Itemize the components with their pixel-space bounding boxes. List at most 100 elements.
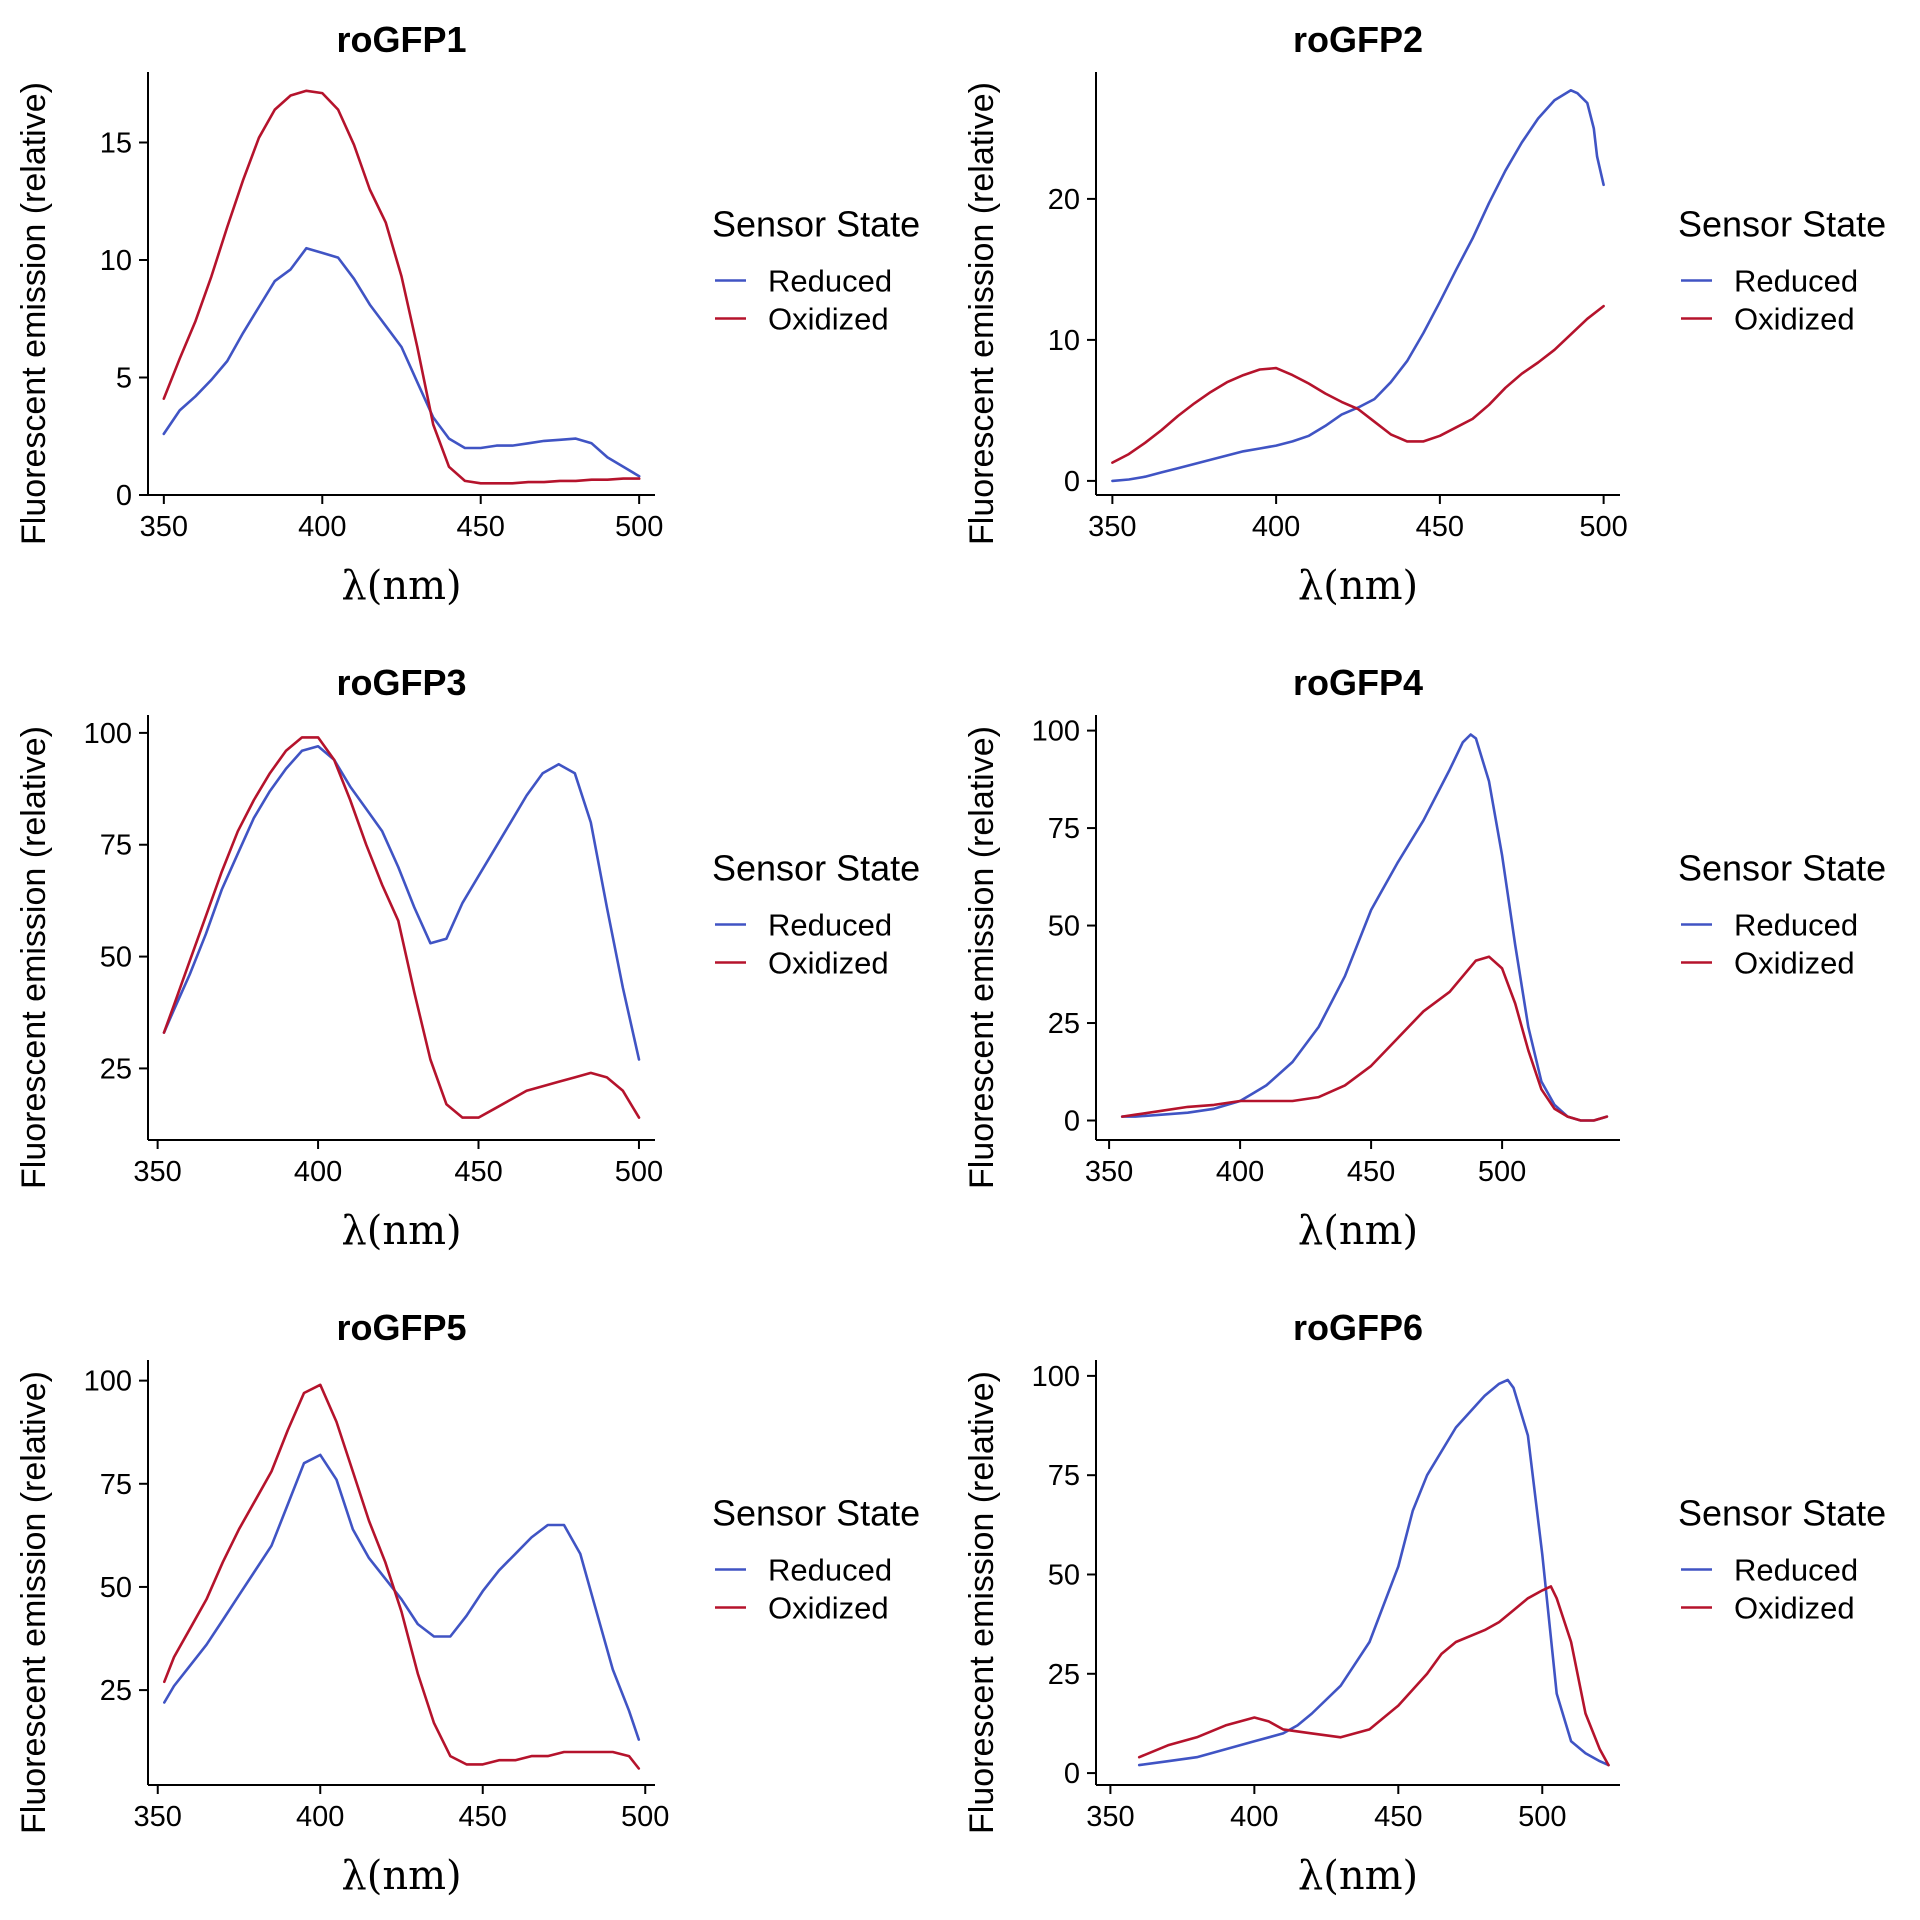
- panel-2: roGFP2 350 400 450 500 0 10 20 λ(nm) Fluorescent …: [963, 19, 1886, 609]
- x-axis-label: λ(nm): [1298, 1208, 1418, 1254]
- y-axis-label: Fluorescent emission (relative): [15, 726, 53, 1189]
- x-tick-label: 500: [621, 1801, 669, 1833]
- legend-label-oxidized: Oxidized: [768, 946, 889, 981]
- x-tick-label: 350: [1085, 1156, 1133, 1188]
- y-tick-label: 10: [1048, 325, 1080, 357]
- x-tick-label: 400: [298, 511, 346, 543]
- x-tick-label: 350: [1088, 511, 1136, 543]
- y-tick-label: 25: [100, 1053, 132, 1085]
- panel-title: roGFP5: [336, 1307, 466, 1348]
- y-axis-label: Fluorescent emission (relative): [963, 1371, 1001, 1834]
- x-tick-label: 350: [133, 1156, 181, 1188]
- series-line-reduced: [162, 745, 641, 1061]
- legend-label-oxidized: Oxidized: [768, 1591, 889, 1626]
- y-tick-label: 50: [100, 1572, 132, 1604]
- legend-label-reduced: Reduced: [1734, 908, 1858, 943]
- series-line-oxidized: [162, 736, 641, 1119]
- y-tick-label: 50: [100, 942, 132, 974]
- series-line-oxidized: [1120, 955, 1609, 1122]
- series-line-reduced: [162, 246, 641, 478]
- legend-label-oxidized: Oxidized: [1734, 946, 1855, 981]
- y-tick-label: 25: [100, 1675, 132, 1707]
- x-tick-label: 450: [1347, 1156, 1395, 1188]
- legend-title: Sensor State: [712, 204, 920, 245]
- panel-title: roGFP2: [1293, 19, 1423, 60]
- y-tick-label: 5: [116, 363, 132, 395]
- series-line-oxidized: [1111, 304, 1605, 464]
- series-line-reduced: [1111, 89, 1605, 483]
- x-tick-label: 450: [457, 511, 505, 543]
- legend-label-reduced: Reduced: [768, 908, 892, 943]
- x-tick-label: 450: [1416, 511, 1464, 543]
- x-tick-label: 400: [1252, 511, 1300, 543]
- y-tick-label: 0: [1064, 1106, 1080, 1138]
- x-tick-label: 350: [140, 511, 188, 543]
- x-tick-label: 500: [615, 1156, 663, 1188]
- series-line-reduced: [163, 1453, 641, 1741]
- legend-label-reduced: Reduced: [1734, 1553, 1858, 1588]
- y-tick-label: 20: [1048, 184, 1080, 216]
- series-line-oxidized: [1137, 1585, 1610, 1767]
- series-line-oxidized: [163, 1383, 641, 1770]
- y-axis-label: Fluorescent emission (relative): [963, 726, 1001, 1189]
- legend-title: Sensor State: [1678, 1493, 1886, 1534]
- x-tick-label: 400: [296, 1801, 344, 1833]
- y-tick-label: 0: [1064, 1758, 1080, 1790]
- legend-title: Sensor State: [712, 848, 920, 889]
- y-tick-label: 75: [100, 830, 132, 862]
- x-tick-label: 450: [454, 1156, 502, 1188]
- panel-6: roGFP6 350 400 450 500 0 25 50 75 100 λ(nm) Fluores…: [963, 1307, 1886, 1899]
- y-tick-label: 75: [1048, 1460, 1080, 1492]
- panel-title: roGFP1: [336, 19, 466, 60]
- legend-label-oxidized: Oxidized: [1734, 1591, 1855, 1626]
- y-tick-label: 100: [1032, 716, 1080, 748]
- panel-4: roGFP4 350 400 450 500 0 25 50 75 100 λ(nm) Fluores…: [963, 662, 1886, 1254]
- series-line-reduced: [1120, 733, 1609, 1122]
- panel-title: roGFP6: [1293, 1307, 1423, 1348]
- x-tick-label: 450: [1374, 1801, 1422, 1833]
- x-axis-label: λ(nm): [341, 1208, 461, 1254]
- legend-title: Sensor State: [712, 1493, 920, 1534]
- legend-label-reduced: Reduced: [768, 1553, 892, 1588]
- y-axis-label: Fluorescent emission (relative): [15, 1371, 53, 1834]
- x-tick-label: 400: [1216, 1156, 1264, 1188]
- y-tick-label: 25: [1048, 1008, 1080, 1040]
- x-tick-label: 400: [294, 1156, 342, 1188]
- x-tick-label: 450: [459, 1801, 507, 1833]
- legend-label-oxidized: Oxidized: [768, 302, 889, 337]
- panel-5: roGFP5 350 400 450 500 25 50 75 100 λ(nm) Fluoresc…: [15, 1307, 920, 1899]
- y-tick-label: 100: [84, 718, 132, 750]
- y-tick-label: 50: [1048, 911, 1080, 943]
- series-line-reduced: [1137, 1378, 1610, 1767]
- x-tick-label: 500: [615, 511, 663, 543]
- y-tick-label: 15: [100, 128, 132, 160]
- x-axis-label: λ(nm): [1298, 563, 1418, 609]
- y-axis-label: Fluorescent emission (relative): [963, 82, 1001, 545]
- y-axis-label: Fluorescent emission (relative): [15, 82, 53, 545]
- x-axis-label: λ(nm): [341, 1853, 461, 1899]
- x-tick-label: 500: [1579, 511, 1627, 543]
- x-axis-label: λ(nm): [1298, 1853, 1418, 1899]
- panel-3: roGFP3 350 400 450 500 25 50 75 100 λ(nm) Fluoresc…: [15, 662, 920, 1254]
- y-tick-label: 100: [84, 1366, 132, 1398]
- panel-title: roGFP3: [336, 662, 466, 703]
- y-tick-label: 25: [1048, 1659, 1080, 1691]
- y-tick-label: 50: [1048, 1559, 1080, 1591]
- legend-title: Sensor State: [1678, 848, 1886, 889]
- legend-title: Sensor State: [1678, 204, 1886, 245]
- panel-1: roGFP1 350 400 450 500 0 5 10 15 λ(nm) Fluorescent…: [15, 19, 920, 609]
- x-tick-label: 500: [1518, 1801, 1566, 1833]
- y-tick-label: 0: [1064, 466, 1080, 498]
- y-tick-label: 100: [1032, 1361, 1080, 1393]
- legend-label-reduced: Reduced: [1734, 264, 1858, 299]
- x-axis-label: λ(nm): [341, 563, 461, 609]
- x-tick-label: 350: [134, 1801, 182, 1833]
- x-tick-label: 350: [1086, 1801, 1134, 1833]
